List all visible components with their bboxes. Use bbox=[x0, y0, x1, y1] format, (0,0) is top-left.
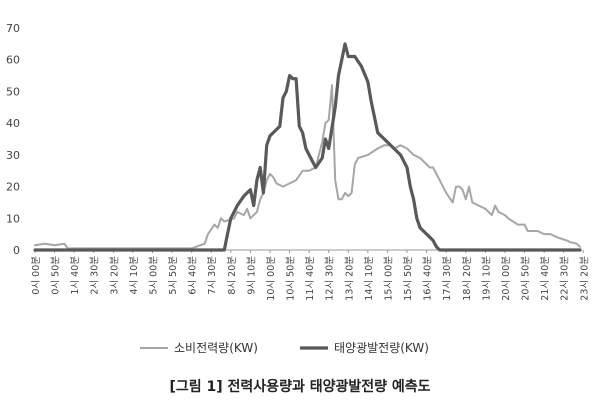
x-tick-label: 15시 50분 bbox=[403, 256, 414, 301]
x-tick-label: 15시 00분 bbox=[383, 256, 394, 301]
x-tick-label: 20시 00분 bbox=[501, 256, 512, 301]
y-tick-label: 0 bbox=[13, 244, 20, 257]
x-tick-label: 2시 30분 bbox=[90, 256, 101, 295]
x-tick-label: 3시 20분 bbox=[109, 256, 120, 295]
legend: 소비전력량(KW) 태양광발전량(KW) bbox=[140, 341, 429, 355]
y-tick-label: 10 bbox=[6, 212, 20, 225]
x-tick-label: 0시 00분 bbox=[31, 256, 42, 295]
x-tick-label: 19시 10분 bbox=[481, 256, 492, 301]
chart-caption: [그림 1] 전력사용량과 태양광발전량 예측도 bbox=[169, 379, 431, 395]
legend-label-1: 소비전력량(KW) bbox=[174, 341, 258, 355]
y-tick-label: 40 bbox=[6, 117, 20, 130]
y-tick-label: 50 bbox=[6, 85, 20, 98]
x-tick-label: 21시 40분 bbox=[540, 256, 551, 301]
x-tick-label: 6시 40분 bbox=[188, 256, 199, 295]
x-tick-label: 0시 50분 bbox=[51, 256, 62, 295]
x-tick-label: 12시 30분 bbox=[325, 256, 336, 301]
x-tick-label: 4시 10분 bbox=[129, 256, 140, 295]
x-tick-label: 14시 10분 bbox=[364, 256, 375, 301]
y-tick-label: 60 bbox=[6, 54, 20, 67]
x-tick-label: 11시 40분 bbox=[305, 256, 316, 301]
x-tick-label: 10시 50분 bbox=[286, 256, 297, 301]
x-tick-label: 17시 30분 bbox=[442, 256, 453, 301]
x-tick-label: 5시 00분 bbox=[148, 256, 159, 295]
x-tick-label: 23시 20분 bbox=[579, 256, 590, 301]
y-tick-label: 20 bbox=[6, 181, 20, 194]
legend-label-2: 태양광발전량(KW) bbox=[334, 341, 429, 355]
x-tick-label: 1시 40분 bbox=[70, 256, 81, 295]
x-tick-label: 10시 00분 bbox=[266, 256, 277, 301]
line-chart: 0 10 20 30 40 50 60 70 0시 00분 0시 50분 1시 40분 2시 30분… bbox=[6, 22, 590, 355]
x-tick-label: 13시 20분 bbox=[344, 256, 355, 301]
x-tick-label: 22시 30분 bbox=[560, 256, 571, 301]
x-tick-label: 7시 30분 bbox=[207, 256, 218, 295]
x-tick-label: 18시 20분 bbox=[462, 256, 473, 301]
x-axis: 0시 00분 0시 50분 1시 40분 2시 30분 3시 20분 4시 10분 5시 0… bbox=[31, 249, 590, 301]
y-tick-label: 70 bbox=[6, 22, 20, 35]
series-layer bbox=[33, 42, 582, 252]
series-line-1 bbox=[34, 84, 581, 250]
x-tick-label: 20시 50분 bbox=[521, 256, 532, 301]
y-tick-label: 30 bbox=[6, 149, 20, 162]
x-tick-label: 16시 40분 bbox=[423, 256, 434, 301]
x-tick-label: 8시 20분 bbox=[227, 256, 238, 295]
x-tick-label: 9시 10분 bbox=[246, 256, 257, 295]
y-axis: 0 10 20 30 40 50 60 70 bbox=[6, 22, 20, 257]
x-tick-label: 5시 50분 bbox=[168, 256, 179, 295]
series-line-2 bbox=[33, 42, 582, 252]
